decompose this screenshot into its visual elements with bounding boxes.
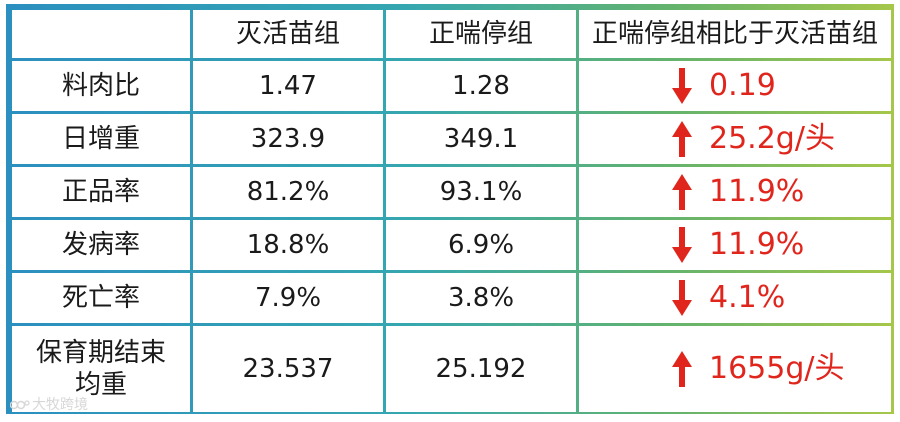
change-value: 25.2g/头 bbox=[709, 121, 835, 156]
change-cell: 25.2g/头 bbox=[579, 114, 891, 164]
zhengchuanting-value: 349.1 bbox=[386, 114, 576, 164]
change-cell: 0.19 bbox=[579, 61, 891, 111]
zhengchuanting-value: 25.192 bbox=[386, 326, 576, 412]
inactivated-value: 18.8% bbox=[193, 220, 383, 270]
header-corner-cell bbox=[12, 10, 190, 58]
comparison-table-frame: 灭活苗组 正喘停组 正喘停组相比于灭活苗组 料肉比 1.47 1.28 0.19… bbox=[6, 4, 894, 414]
change-value: 1655g/头 bbox=[709, 351, 845, 386]
zhengchuanting-value: 1.28 bbox=[386, 61, 576, 111]
comparison-table: 灭活苗组 正喘停组 正喘停组相比于灭活苗组 料肉比 1.47 1.28 0.19… bbox=[9, 7, 894, 415]
table-row: 发病率 18.8% 6.9% 11.9% bbox=[12, 220, 891, 270]
inactivated-value: 7.9% bbox=[193, 273, 383, 323]
arrow-up-icon bbox=[672, 121, 692, 157]
arrow-down-icon bbox=[672, 68, 692, 104]
change-value: 11.9% bbox=[709, 227, 805, 262]
arrow-down-icon bbox=[672, 227, 692, 263]
inactivated-value: 23.537 bbox=[193, 326, 383, 412]
table-row: 料肉比 1.47 1.28 0.19 bbox=[12, 61, 891, 111]
table-row: 保育期结束 均重 23.537 25.192 1655g/头 bbox=[12, 326, 891, 412]
watermark-text: 大牧跨境 bbox=[32, 397, 88, 413]
watermark-logo-icon bbox=[10, 400, 30, 410]
table-row: 日增重 323.9 349.1 25.2g/头 bbox=[12, 114, 891, 164]
change-cell: 11.9% bbox=[579, 220, 891, 270]
change-cell: 4.1% bbox=[579, 273, 891, 323]
row-label: 死亡率 bbox=[12, 273, 190, 323]
zhengchuanting-value: 6.9% bbox=[386, 220, 576, 270]
zhengchuanting-value: 3.8% bbox=[386, 273, 576, 323]
change-value: 0.19 bbox=[709, 68, 776, 103]
header-inactivated-group: 灭活苗组 bbox=[193, 10, 383, 58]
header-comparison: 正喘停组相比于灭活苗组 bbox=[579, 10, 891, 58]
zhengchuanting-value: 93.1% bbox=[386, 167, 576, 217]
table-row: 死亡率 7.9% 3.8% 4.1% bbox=[12, 273, 891, 323]
row-label-line: 保育期结束 bbox=[35, 338, 166, 368]
row-label: 发病率 bbox=[12, 220, 190, 270]
arrow-up-icon bbox=[672, 351, 692, 387]
inactivated-value: 323.9 bbox=[193, 114, 383, 164]
row-label: 正品率 bbox=[12, 167, 190, 217]
header-row: 灭活苗组 正喘停组 正喘停组相比于灭活苗组 bbox=[12, 10, 891, 58]
arrow-down-icon bbox=[672, 280, 692, 316]
table-row: 正品率 81.2% 93.1% 11.9% bbox=[12, 167, 891, 217]
change-cell: 1655g/头 bbox=[579, 326, 891, 412]
inactivated-value: 81.2% bbox=[193, 167, 383, 217]
row-label: 日增重 bbox=[12, 114, 190, 164]
inactivated-value: 1.47 bbox=[193, 61, 383, 111]
arrow-up-icon bbox=[672, 174, 692, 210]
change-value: 4.1% bbox=[709, 280, 786, 315]
change-cell: 11.9% bbox=[579, 167, 891, 217]
row-label-line: 均重 bbox=[74, 370, 127, 400]
watermark: 大牧跨境 bbox=[10, 394, 88, 414]
row-label: 料肉比 bbox=[12, 61, 190, 111]
row-label: 保育期结束 均重 bbox=[12, 326, 190, 412]
change-value: 11.9% bbox=[709, 174, 805, 209]
header-zhengchuanting-group: 正喘停组 bbox=[386, 10, 576, 58]
